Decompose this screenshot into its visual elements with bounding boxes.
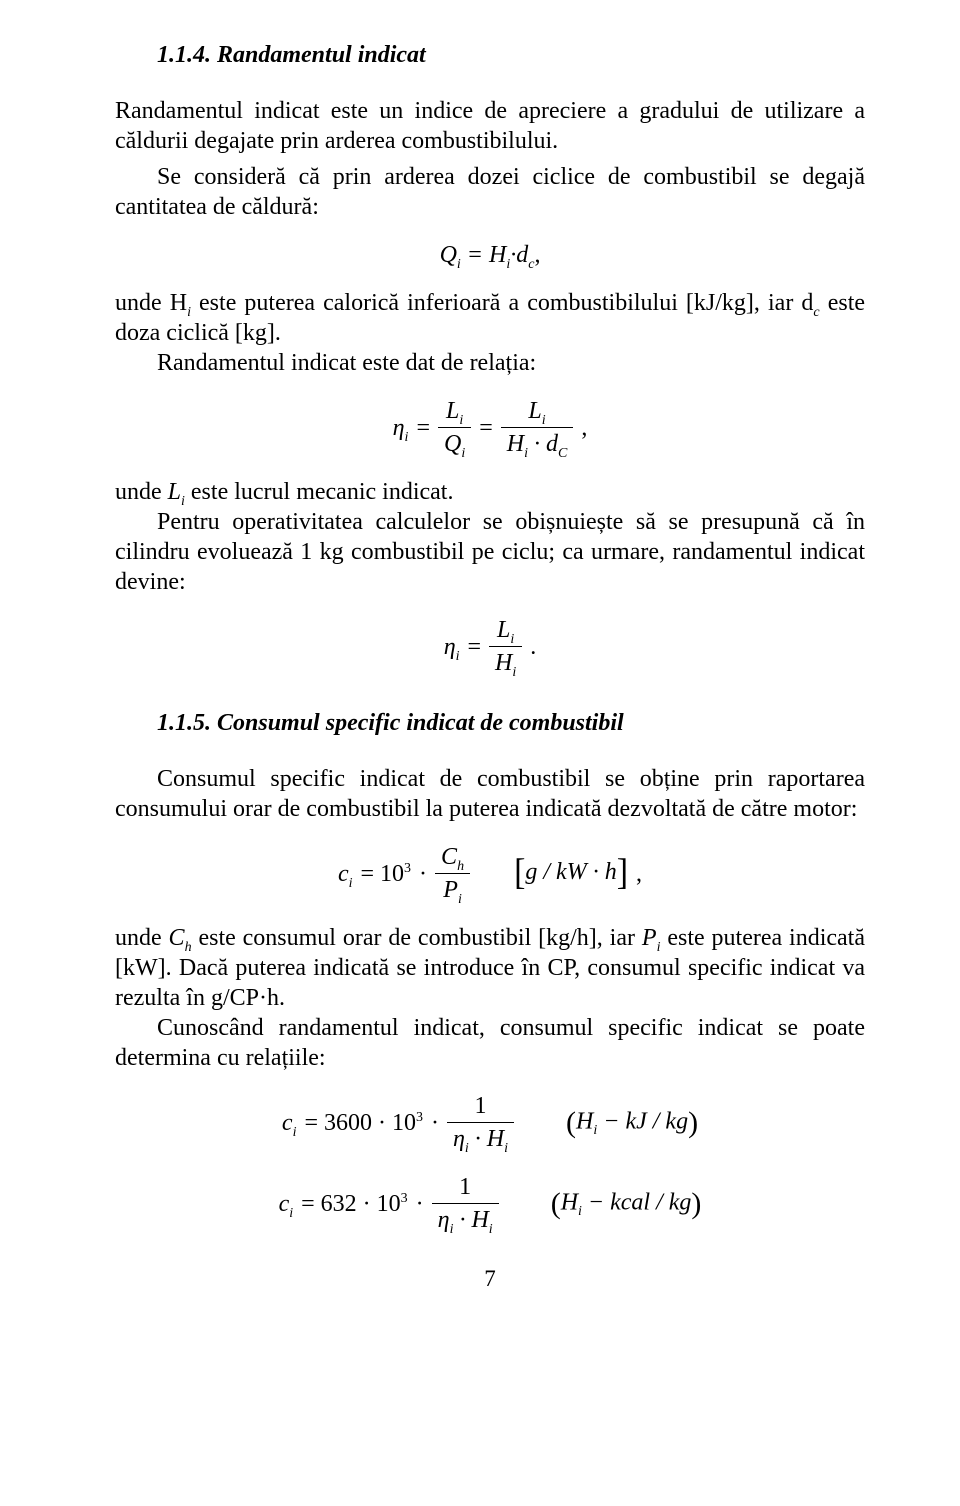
para-2-3: Cunoscând randamentul indicat, consumul … xyxy=(115,1013,865,1073)
fraction: Li Qi xyxy=(438,396,471,459)
para-1-6: Pentru operativitatea calculelor se obiș… xyxy=(115,507,865,597)
para-2-2: unde Ch este consumul orar de combustibi… xyxy=(115,923,865,1013)
page-number: 7 xyxy=(115,1265,865,1294)
fraction: Li Hi xyxy=(489,615,522,678)
para-1-1: Randamentul indicat este un indice de ap… xyxy=(115,96,865,156)
equation-ci-3600: ci = 3600 · 103 · 1 ηi · Hi (Hi − kJ / k… xyxy=(115,1091,865,1154)
para-1-5: unde Li este lucrul mecanic indicat. xyxy=(115,477,865,507)
fraction: 1 ηi · Hi xyxy=(432,1172,499,1235)
para-1-3: unde Hi este puterea calorică inferioară… xyxy=(115,288,865,348)
equation-qi: Qi = Hi·dc, xyxy=(115,240,865,270)
section-heading-1: 1.1.4. Randamentul indicat xyxy=(115,40,865,70)
equation-eta-2: ηi = Li Hi . xyxy=(115,615,865,678)
section-heading-2: 1.1.5. Consumul specific indicat de comb… xyxy=(115,708,865,738)
para-1-2: Se consideră că prin arderea dozei cicli… xyxy=(115,162,865,222)
equation-ci: ci = 103 · Ch Pi [g / kW · h] , xyxy=(115,842,865,905)
equation-eta-1: ηi = Li Qi = Li Hi · dC , xyxy=(115,396,865,459)
para-1-4: Randamentul indicat este dat de relația: xyxy=(115,348,865,378)
fraction: Li Hi · dC xyxy=(501,396,574,459)
para-2-1: Consumul specific indicat de combustibil… xyxy=(115,764,865,824)
fraction: Ch Pi xyxy=(435,842,470,905)
fraction: 1 ηi · Hi xyxy=(447,1091,514,1154)
equation-ci-632: ci = 632 · 103 · 1 ηi · Hi (Hi − kcal / … xyxy=(115,1172,865,1235)
eq-text: Qi = Hi·dc, xyxy=(440,242,541,268)
